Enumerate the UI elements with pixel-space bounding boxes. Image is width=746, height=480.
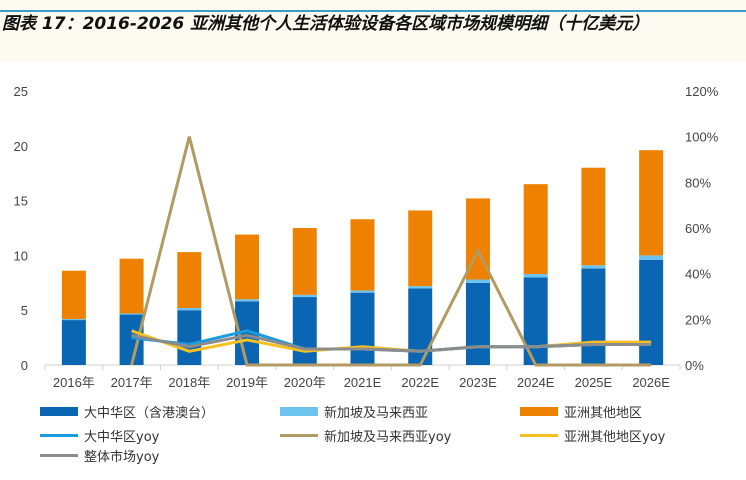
bar-segment: [292, 297, 317, 365]
category-label: 2020年: [284, 375, 326, 390]
legend-label: 亚洲其他地区yoy: [564, 430, 666, 445]
bar-segment: [408, 210, 433, 287]
left-tick-label: 5: [21, 303, 28, 318]
legend-swatch: [40, 454, 78, 457]
legend-item: 新加坡及马来西亚: [280, 402, 428, 421]
legend-swatch: [280, 434, 318, 437]
bar-segment: [523, 277, 548, 365]
bar-segment: [465, 279, 490, 283]
bar-segment: [350, 292, 375, 365]
category-label: 2021E: [344, 375, 382, 390]
category-label: 2017年: [111, 375, 153, 390]
left-tick-label: 25: [14, 84, 28, 99]
right-tick-label: 120%: [685, 84, 719, 99]
bar-segment: [235, 299, 260, 302]
bar-segment: [177, 308, 202, 311]
legend-swatch: [40, 407, 78, 416]
right-tick-label: 20%: [685, 312, 711, 327]
legend-item: 大中华区（含港澳台）: [40, 402, 214, 421]
right-tick-label: 40%: [685, 267, 711, 282]
chart-title: 图表 17：2016-2026 亚洲其他个人生活体验设备各区域市场规模明细（十亿…: [2, 14, 650, 34]
bar-segment: [639, 150, 664, 256]
category-label: 2025E: [575, 375, 613, 390]
bar-segment: [639, 259, 664, 365]
legend-swatch: [40, 434, 78, 437]
legend-item: 新加坡及马来西亚yoy: [280, 426, 451, 445]
bar-segment: [61, 320, 86, 365]
bar-segment: [61, 318, 86, 321]
right-tick-label: 80%: [685, 175, 711, 190]
bar-segment: [292, 228, 317, 295]
bar-segment: [581, 268, 606, 365]
right-tick-label: 0%: [685, 358, 704, 373]
legend-label: 新加坡及马来西亚yoy: [324, 430, 452, 445]
bar-segment: [581, 167, 606, 266]
right-tick-label: 60%: [685, 221, 711, 236]
left-tick-label: 15: [14, 194, 28, 209]
bar-segment: [581, 265, 606, 269]
left-tick-label: 0: [21, 358, 28, 373]
bar-segment: [61, 270, 86, 319]
legend-item: 整体市场yoy: [40, 446, 159, 465]
right-tick-label: 100%: [685, 130, 719, 145]
legend-label: 大中华区yoy: [84, 430, 160, 445]
bar-segment: [408, 286, 433, 289]
category-label: 2016年: [53, 375, 95, 390]
bar-segment: [177, 310, 202, 365]
bar-segment: [639, 255, 664, 260]
legend-label: 新加坡及马来西亚: [324, 406, 429, 421]
bar-segment: [350, 290, 375, 293]
bar-segment: [523, 274, 548, 278]
bar-segment: [177, 252, 202, 309]
bar-segment: [523, 184, 548, 275]
legend-swatch: [520, 434, 558, 437]
bar-segment: [350, 219, 375, 291]
legend-item: 亚洲其他地区: [520, 402, 642, 421]
legend-item: 大中华区yoy: [40, 426, 159, 445]
legend-label: 大中华区（含港澳台）: [84, 406, 215, 421]
left-tick-label: 10: [14, 248, 28, 263]
category-label: 2024E: [517, 375, 555, 390]
legend-label: 亚洲其他地区: [564, 406, 643, 421]
title-rule: [0, 10, 746, 12]
legend-item: 亚洲其他地区yoy: [520, 426, 665, 445]
bar-segment: [292, 294, 317, 298]
category-label: 2018年: [168, 375, 210, 390]
left-tick-label: 20: [14, 139, 28, 154]
legend-label: 整体市场yoy: [84, 450, 160, 465]
bar-segment: [119, 313, 144, 315]
bar-segment: [408, 288, 433, 365]
bar-segment: [235, 234, 260, 300]
yoy-line: [130, 136, 652, 367]
category-label: 2022E: [401, 375, 439, 390]
bar-segment: [465, 282, 490, 365]
legend-swatch: [280, 407, 318, 416]
yoy-line: [131, 333, 652, 353]
category-label: 2019年: [226, 375, 268, 390]
category-label: 2026E: [632, 375, 670, 390]
legend-swatch: [520, 407, 558, 416]
category-label: 2023E: [459, 375, 497, 390]
bar-segment: [119, 258, 144, 314]
